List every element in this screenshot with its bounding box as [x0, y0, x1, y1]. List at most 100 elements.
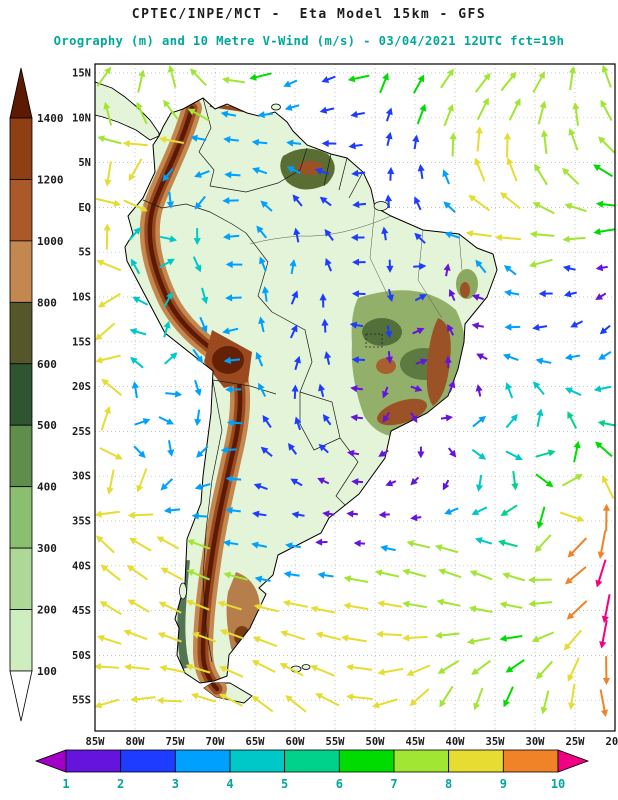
wind-arrow	[440, 68, 454, 89]
wind-arrow	[166, 191, 174, 209]
wind-arrow	[351, 478, 364, 486]
wind-arrow	[196, 445, 209, 458]
wind-arrow	[319, 106, 335, 114]
wind-arrow	[468, 194, 491, 212]
wind-arrow	[156, 536, 180, 550]
wind-arrow	[194, 409, 202, 427]
wind-arrow	[280, 630, 306, 641]
river-state-line	[249, 215, 392, 245]
wind-arrow	[95, 698, 119, 709]
wind-arrow	[417, 163, 425, 179]
wind-speed-label: 4	[226, 777, 233, 791]
wind-arrow	[292, 194, 303, 207]
dashed-region-box	[365, 333, 383, 348]
wind-arrow	[595, 292, 607, 300]
wind-arrow	[219, 693, 243, 707]
wind-arrow	[318, 443, 329, 454]
wind-arrow	[511, 470, 519, 491]
wind-arrow	[343, 602, 369, 611]
lat-axis: 15N 10N 5N EQ 5S 10S 15S 20S 25S 30S 35S 40S 45S 50S 5…	[72, 68, 91, 707]
wind-arrow	[409, 688, 430, 707]
wind-arrow	[259, 256, 267, 272]
wind-swatch	[393, 749, 450, 773]
wind-arrow	[167, 440, 175, 457]
country-border	[299, 391, 341, 451]
wind-arrow	[137, 69, 146, 93]
wind-arrow	[410, 514, 422, 522]
wind-arrow	[222, 233, 240, 241]
country-border	[335, 437, 359, 513]
wind-arrow	[106, 469, 115, 495]
wind-arrow	[414, 196, 422, 211]
wind-arrow	[128, 227, 141, 241]
wind-arrow	[564, 202, 587, 213]
elevation-label: 400	[37, 481, 57, 494]
wind-arrow	[532, 202, 555, 215]
wind-arrow	[225, 385, 242, 394]
elevation-swatch	[9, 240, 33, 303]
wind-arrow	[130, 695, 156, 703]
wind-arrow	[284, 103, 300, 111]
wind-arrow	[321, 75, 336, 83]
wind-arrow	[532, 381, 545, 396]
borders-layer	[142, 97, 463, 663]
wind-arrow	[351, 169, 366, 177]
wind-arrow	[385, 325, 393, 339]
wind-arrow	[563, 629, 583, 651]
lat-label: EQ	[78, 202, 91, 214]
wind-arrow	[350, 110, 365, 118]
wind-arrow	[561, 474, 584, 487]
wind-arrow	[283, 570, 300, 578]
wind-arrow	[562, 264, 576, 272]
wind-arrow	[223, 136, 239, 144]
wind-arrow	[134, 418, 151, 426]
wind-arrow	[251, 541, 268, 549]
borborema-peak	[460, 282, 470, 298]
wind-arrow	[123, 663, 150, 671]
wind-arrow	[159, 258, 175, 269]
lon-label: 30W	[526, 736, 546, 748]
wind-arrow	[314, 168, 329, 175]
wind-arrow	[382, 411, 391, 423]
wind-arrow	[192, 348, 203, 364]
lat-label: 25S	[72, 426, 91, 438]
wind-arrow	[346, 449, 360, 457]
wind-arrow	[528, 600, 553, 608]
wind-arrow	[384, 194, 393, 209]
wind-arrow	[402, 634, 428, 642]
wind-colorbar: 1 2 3 4 5 6 7 8 9 10	[34, 749, 590, 791]
wind-arrow	[535, 473, 554, 488]
wind-arrow	[443, 263, 451, 277]
wind-arrow	[289, 259, 297, 275]
wind-swatch	[174, 749, 231, 773]
wind-arrow	[505, 659, 525, 673]
wind-arrow	[127, 511, 154, 519]
wind-arrow	[402, 600, 427, 609]
wind-arrow	[567, 657, 580, 682]
wind-arrow	[439, 685, 454, 708]
elevation-swatch	[9, 547, 33, 610]
country-border	[271, 311, 313, 393]
lon-label: 85W	[86, 736, 106, 748]
wind-arrow	[567, 537, 587, 558]
elevation-swatch	[9, 424, 33, 488]
wind-arrow	[504, 323, 521, 331]
marajo-island	[373, 201, 389, 211]
wind-arrow	[436, 598, 461, 607]
wind-arrow	[347, 74, 370, 83]
wind-arrow	[251, 510, 267, 518]
wind-arrow	[224, 171, 241, 179]
wind-arrow	[131, 381, 139, 399]
wind-arrow	[123, 629, 148, 641]
wind-arrow	[191, 512, 208, 520]
wind-arrow	[133, 445, 146, 459]
country-border	[245, 232, 273, 313]
wind-arrow	[219, 665, 244, 678]
wind-arrow	[376, 630, 402, 638]
wind-arrow	[378, 511, 390, 519]
wind-arrow	[317, 477, 330, 485]
wind-speed-label: 8	[445, 777, 452, 791]
elevation-swatch	[9, 117, 33, 180]
elevation-label: 200	[37, 604, 57, 617]
wind-swatch	[502, 749, 559, 773]
